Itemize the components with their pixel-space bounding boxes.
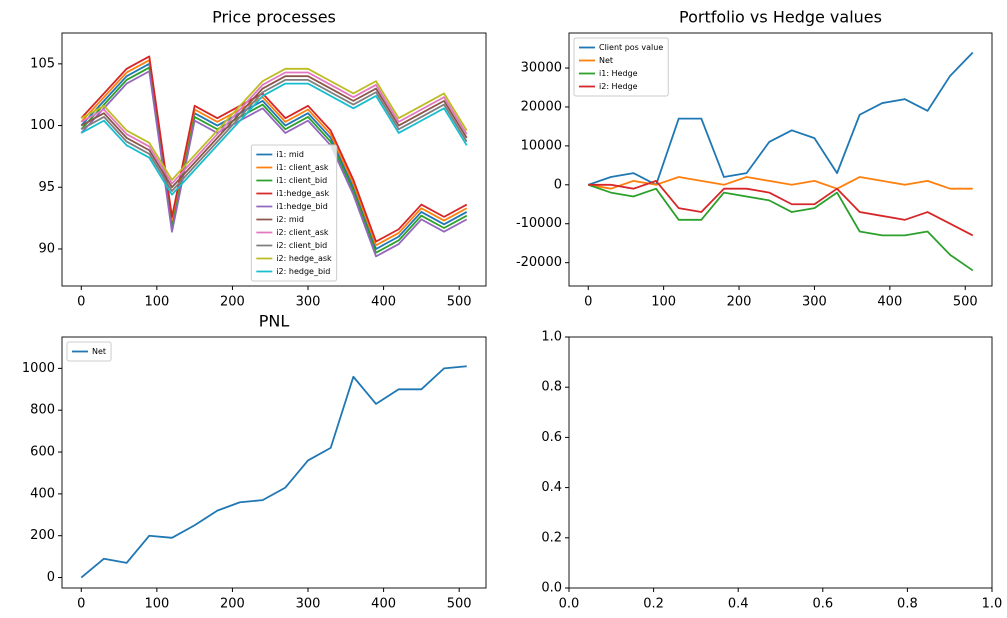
legend-box — [250, 144, 338, 282]
chart-title: Price processes — [212, 8, 336, 27]
legend-box — [573, 37, 669, 97]
legend-label: i1: mid — [276, 150, 304, 159]
series-line — [588, 176, 973, 190]
legend-label: i2: mid — [276, 215, 304, 224]
y-tick-label: 105 — [30, 56, 55, 71]
y-tick-label: 0.8 — [541, 380, 562, 395]
y-tick-label: 20000 — [521, 99, 562, 114]
x-tick-label: 500 — [447, 597, 472, 612]
legend-label: i1:hedge_bid — [276, 202, 327, 211]
series-line — [80, 75, 468, 189]
x-tick-label: 100 — [144, 295, 169, 310]
x-tick-label: 200 — [220, 295, 245, 310]
y-tick-label: 1.0 — [541, 330, 562, 345]
x-tick-label: 0 — [584, 295, 592, 310]
x-tick-label: 0 — [77, 597, 85, 612]
legend-label: i2: Hedge — [599, 82, 638, 91]
x-tick-label: 200 — [727, 295, 752, 310]
series-line — [80, 365, 467, 579]
x-tick-label: 0.4 — [728, 597, 749, 612]
series-line — [588, 180, 974, 237]
x-tick-label: 1.0 — [982, 597, 1003, 612]
chart-title: Portfolio vs Hedge values — [679, 8, 882, 27]
y-tick-label: 600 — [30, 445, 55, 460]
axes-frame — [61, 336, 487, 589]
series-line — [80, 59, 468, 247]
axes-frame — [568, 32, 993, 287]
series-line — [80, 66, 468, 254]
y-tick-label: 1000 — [22, 361, 55, 376]
plot-area — [569, 337, 992, 588]
plot-area — [62, 337, 486, 588]
x-tick-label: 400 — [371, 295, 396, 310]
x-tick-label: 400 — [877, 295, 902, 310]
series-line — [80, 70, 468, 258]
series-line — [80, 79, 468, 192]
y-tick-label: 400 — [30, 486, 55, 501]
lines — [587, 51, 974, 272]
subplot: 0 100 200 300 400 500 90 95 100 105 Price processe… — [30, 8, 487, 310]
legend-box — [66, 341, 112, 362]
legend-label: i2: hedge_ask — [276, 254, 332, 263]
y-tick-label: 800 — [30, 403, 55, 418]
x-tick-label: 0.6 — [812, 597, 833, 612]
lines — [80, 55, 468, 258]
legend-label: i2: client_bid — [276, 241, 327, 250]
y-tick-label: 0 — [47, 570, 55, 585]
x-tick-label: 500 — [953, 295, 978, 310]
lines — [80, 365, 467, 579]
x-tick-label: 0.8 — [897, 597, 918, 612]
legend-label: i2: client_ask — [276, 228, 329, 237]
axes-frame — [568, 336, 993, 589]
y-tick-label: 30000 — [521, 61, 562, 76]
subplot: 0.0 0.2 0.4 0.6 0.8 1.0 0.0 0.2 0.4 0.6 0.8 1.0 — [541, 330, 1002, 612]
x-tick-label: 0 — [77, 295, 85, 310]
legend-label: i1: client_ask — [276, 163, 329, 172]
y-tick-label: 200 — [30, 528, 55, 543]
x-tick-label: 500 — [447, 295, 472, 310]
y-tick-label: 0.0 — [541, 581, 562, 596]
x-tick-label: 300 — [296, 295, 321, 310]
y-tick-label: 95 — [38, 180, 55, 195]
y-tick-label: 90 — [38, 241, 55, 256]
series-line — [587, 183, 974, 272]
x-tick-label: 100 — [144, 597, 169, 612]
series-line — [80, 62, 468, 250]
series-line — [80, 67, 468, 181]
y-tick-label: 10000 — [521, 138, 562, 153]
x-tick-label: 0.2 — [643, 597, 664, 612]
chart-title: PNL — [259, 312, 290, 331]
x-tick-label: 200 — [220, 597, 245, 612]
legend-label: Client pos value — [599, 43, 663, 52]
y-tick-label: 100 — [30, 118, 55, 133]
y-tick-label: 0.6 — [541, 430, 562, 445]
legend-label: i2: hedge_bid — [276, 267, 330, 276]
legend-label: Net — [92, 347, 106, 356]
legend-label: i1: client_bid — [276, 176, 327, 185]
legend: Client pos value Net i1: Hedge i2: Hedge — [573, 37, 669, 97]
y-tick-label: 0 — [554, 177, 562, 192]
x-tick-label: 100 — [651, 295, 676, 310]
y-tick-label: -10000 — [516, 216, 562, 231]
x-tick-label: 300 — [802, 295, 827, 310]
x-tick-label: 0.0 — [559, 597, 580, 612]
legend: Net — [66, 341, 112, 362]
legend-label: Net — [599, 56, 613, 65]
legend: i1: mid i1: client_ask i1: client_bid i1:he… — [250, 144, 338, 282]
y-tick-label: 0.4 — [541, 480, 562, 495]
subplot: 0 100 200 300 400 500 0 200 400 600 800 1000 PNL Net — [22, 312, 487, 612]
y-tick-label: 0.2 — [541, 530, 562, 545]
axes-frame — [61, 32, 487, 287]
series-line — [80, 71, 468, 185]
subplot: 0 100 200 300 400 500 -20000 -10000 0 10000 20000 3… — [516, 8, 993, 310]
x-tick-label: 300 — [296, 597, 321, 612]
series-line — [80, 55, 468, 243]
y-tick-label: -20000 — [516, 255, 562, 270]
x-tick-label: 400 — [371, 597, 396, 612]
series-line — [80, 82, 468, 196]
legend-label: i1:hedge_ask — [276, 189, 329, 198]
legend-label: i1: Hedge — [599, 69, 638, 78]
